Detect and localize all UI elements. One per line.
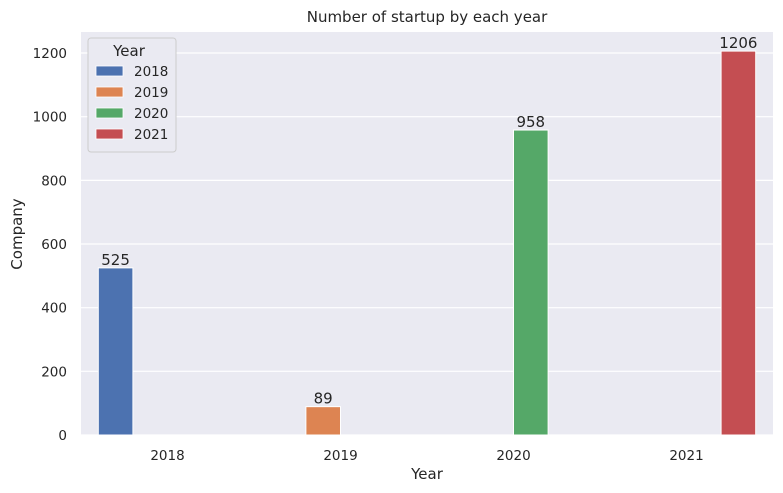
legend-swatch	[95, 128, 124, 140]
bars	[97, 50, 757, 436]
legend: Year 2018 2019 2020 2021	[87, 37, 177, 153]
legend-swatch	[95, 107, 124, 119]
bar-2018	[97, 267, 134, 436]
legend-label: 2018	[134, 64, 168, 80]
legend-label: 2019	[134, 85, 168, 101]
chart-title: Number of startup by each year	[307, 8, 548, 26]
bar-value-label: 1206	[719, 34, 757, 52]
x-axis-title: Year	[410, 465, 444, 483]
y-tick-label: 600	[41, 237, 67, 253]
x-tick-label: 2021	[669, 448, 703, 464]
bar-2020	[513, 129, 549, 436]
y-tick-label: 1000	[33, 110, 67, 126]
y-tick-label: 800	[41, 173, 67, 189]
bar-2021	[720, 50, 757, 436]
legend-label: 2021	[134, 127, 168, 143]
legend-title: Year	[112, 42, 146, 60]
legend-label: 2020	[134, 106, 168, 122]
bar-value-label: 525	[101, 251, 130, 269]
bar-value-label: 89	[314, 390, 333, 408]
bar-value-label: 958	[516, 113, 545, 131]
y-tick-label: 1200	[33, 46, 67, 62]
legend-swatch	[95, 65, 124, 77]
bar-2019	[305, 406, 341, 436]
x-tick-label: 2018	[150, 448, 184, 464]
data-labels: 525 89 958 1206	[101, 34, 757, 408]
y-tick-label: 200	[41, 364, 67, 380]
plot-background	[81, 32, 773, 435]
legend-swatch	[95, 86, 124, 98]
y-tick-labels: 0 200 400 600 800 1000 1200	[33, 46, 67, 444]
y-axis-title: Company	[8, 198, 26, 269]
y-tick-label: 400	[41, 301, 67, 317]
x-tick-labels: 2018 2019 2020 2021	[150, 448, 703, 464]
x-tick-label: 2019	[323, 448, 357, 464]
x-tick-label: 2020	[496, 448, 530, 464]
y-tick-label: 0	[58, 428, 67, 444]
grid-lines	[81, 52, 773, 436]
